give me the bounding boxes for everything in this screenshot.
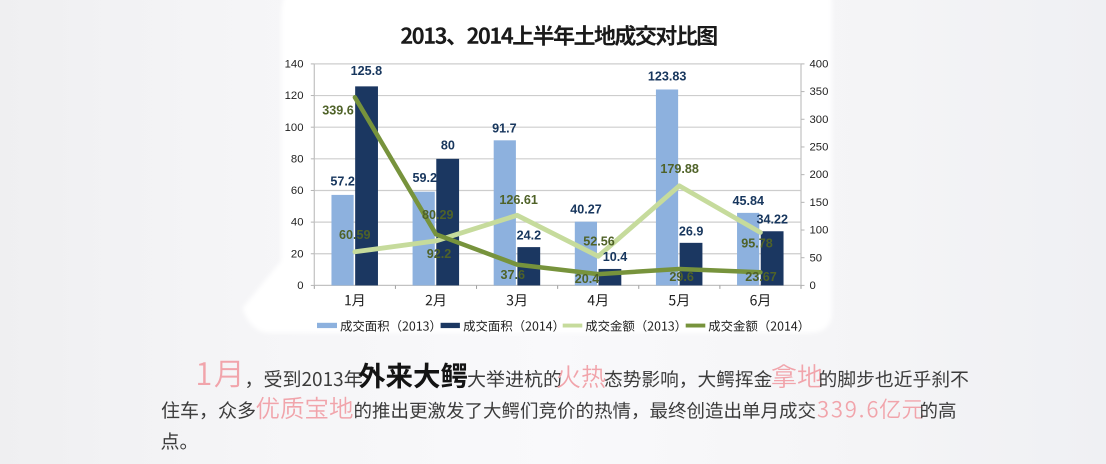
svg-text:125.8: 125.8: [351, 64, 383, 78]
svg-text:23.67: 23.67: [745, 270, 777, 284]
svg-text:92.2: 92.2: [427, 247, 452, 261]
svg-text:59.2: 59.2: [412, 171, 437, 185]
svg-text:10.4: 10.4: [603, 250, 628, 264]
svg-text:126.61: 126.61: [499, 193, 538, 207]
svg-text:57.2: 57.2: [330, 175, 355, 189]
svg-text:24.2: 24.2: [517, 229, 542, 243]
svg-text:50: 50: [810, 252, 823, 264]
svg-text:150: 150: [810, 197, 829, 209]
svg-text:0: 0: [810, 280, 816, 292]
svg-text:140: 140: [285, 59, 304, 71]
svg-text:100: 100: [810, 225, 829, 237]
svg-text:95.78: 95.78: [741, 237, 773, 251]
svg-text:34.22: 34.22: [757, 213, 789, 227]
svg-text:60.59: 60.59: [339, 228, 371, 242]
svg-text:20: 20: [291, 248, 304, 260]
svg-text:339.6: 339.6: [322, 104, 354, 118]
svg-text:80: 80: [441, 139, 455, 153]
svg-text:40: 40: [291, 217, 304, 229]
svg-text:300: 300: [810, 114, 829, 126]
svg-text:80: 80: [291, 153, 304, 165]
svg-text:37.6: 37.6: [501, 268, 526, 282]
svg-text:179.88: 179.88: [660, 162, 699, 176]
svg-text:0: 0: [297, 280, 303, 292]
svg-text:26.9: 26.9: [679, 225, 704, 239]
svg-text:45.84: 45.84: [733, 194, 765, 208]
svg-text:350: 350: [810, 86, 829, 98]
svg-text:20.4: 20.4: [575, 272, 600, 286]
svg-text:29.6: 29.6: [669, 270, 694, 284]
svg-text:60: 60: [291, 185, 304, 197]
svg-text:123.83: 123.83: [648, 70, 687, 84]
svg-text:120: 120: [285, 90, 304, 102]
svg-text:250: 250: [810, 142, 829, 154]
svg-text:100: 100: [285, 122, 304, 134]
svg-text:400: 400: [810, 59, 829, 71]
svg-text:200: 200: [810, 169, 829, 181]
svg-text:40.27: 40.27: [570, 203, 602, 217]
svg-text:80.29: 80.29: [422, 208, 454, 222]
svg-text:91.7: 91.7: [492, 122, 517, 136]
svg-text:52.56: 52.56: [583, 235, 615, 249]
